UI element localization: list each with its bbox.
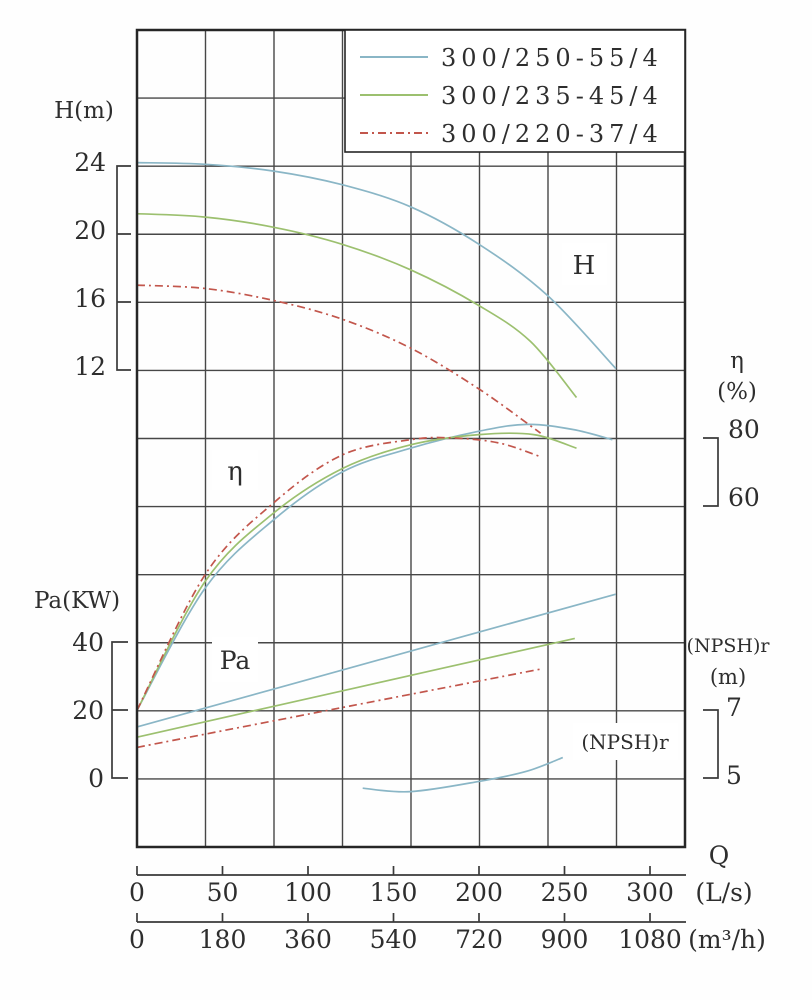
H-tick-label: 16: [74, 284, 106, 313]
curve-label-npsh: (NPSH)r: [573, 723, 678, 760]
h-axis: H(m) 24 20 16 12: [54, 98, 131, 381]
pa-label-box: [212, 637, 258, 682]
curve-Pa-300/220-37/4: [136, 668, 541, 749]
pa-axis-title: Pa(KW): [34, 588, 120, 614]
curve-Pa-300/235-45/4: [136, 637, 575, 739]
pa-axis: Pa(KW) 40 20 0: [34, 588, 128, 793]
q-tick-label: 150: [370, 878, 418, 907]
eta-tick-label: 80: [728, 415, 760, 444]
q-tick-label: 180: [199, 925, 247, 954]
curve-H-300/235-45/4: [136, 212, 578, 399]
q-tick-label: 0: [129, 925, 145, 954]
q-tick-label: 50: [207, 878, 239, 907]
q-scale-ls-units: (L/s): [695, 878, 752, 907]
eta-axis-tick-labels: 80 60: [728, 415, 760, 512]
npsh-axis-title: (NPSH)r: [687, 635, 771, 657]
H-tick-label: 24: [74, 148, 106, 177]
NPSHr-tick-label: 7: [726, 693, 742, 722]
H-tick-label: 20: [74, 216, 106, 245]
q-scale-m3h-ticks: 0 180 360 540 720 900 1080: [129, 913, 682, 954]
npsh-axis-tick-labels: 75: [726, 693, 742, 790]
h-label-box: [562, 243, 607, 285]
q-axis-title: Q: [709, 841, 730, 870]
q-axis: Q 0 50 100 150 200 250 300 (L/s) 0 180 360 540 720…: [129, 841, 766, 954]
legend-label: 300/235-45/4: [441, 82, 663, 110]
curve-label-pa: Pa: [212, 637, 258, 682]
q-tick-label: 540: [370, 925, 418, 954]
H-tick-label: 12: [74, 352, 106, 381]
npsh-label-box: [573, 723, 678, 760]
q-tick-label: 250: [541, 878, 589, 907]
legend-label: 300/220-37/4: [441, 120, 663, 148]
q-tick-label: 360: [284, 925, 332, 954]
q-tick-label: 200: [455, 878, 503, 907]
eta-axis-bracket: [703, 437, 719, 507]
curve-Pa-300/250-55/4: [136, 593, 617, 728]
eta-label-box: [212, 450, 258, 490]
curve-eta-300/220-37/4: [136, 436, 541, 711]
npsh-label-text: (NPSH)r: [581, 730, 669, 754]
legend-box: [344, 29, 686, 153]
q-tick-label: 720: [455, 925, 503, 954]
h-axis-bracket: [116, 165, 131, 371]
Pa-tick-label: 40: [72, 628, 104, 657]
q-tick-label: 300: [626, 878, 674, 907]
curve-eta-300/235-45/4: [136, 432, 577, 711]
Pa-tick-label: 20: [72, 696, 104, 725]
legend-label: 300/250-55/4: [441, 44, 663, 72]
h-axis-title: H(m): [54, 98, 114, 124]
q-scale-m3h-units: (m³/h): [688, 925, 766, 954]
eta-axis: η (%) 80 60: [703, 348, 760, 512]
q-tick-label: 100: [284, 878, 332, 907]
legend: 300/250-55/4 300/235-45/4 300/220-37/4: [344, 29, 686, 153]
q-tick-label: 1080: [618, 925, 682, 954]
curve-H-300/220-37/4: [136, 284, 542, 434]
performance-curves: [136, 161, 617, 793]
NPSHr-tick-label: 5: [726, 761, 742, 790]
Pa-tick-label: 0: [88, 764, 104, 793]
eta-axis-title: η: [730, 348, 744, 374]
pa-label-text: Pa: [220, 646, 251, 675]
h-axis-tick-labels: 24 20 16 12: [74, 148, 106, 381]
eta-tick-label: 60: [728, 483, 760, 512]
legend-entries: 300/250-55/4 300/235-45/4 300/220-37/4: [360, 44, 663, 148]
eta-label-text: η: [227, 457, 243, 487]
q-tick-label: 0: [129, 878, 145, 907]
curve-eta-300/250-55/4: [136, 423, 613, 711]
h-label-text: H: [573, 251, 596, 281]
pa-axis-bracket: [111, 641, 128, 779]
curve-H-300/250-55/4: [136, 161, 617, 370]
pa-axis-tick-labels: 40 20 0: [72, 628, 104, 793]
eta-axis-units: (%): [717, 379, 757, 405]
npsh-axis: (NPSH)r (m) 75: [687, 635, 771, 790]
q-tick-label: 900: [541, 925, 589, 954]
q-scale-ls-ticks: 0 50 100 150 200 250 300: [129, 866, 674, 907]
npsh-axis-units: (m): [710, 665, 746, 689]
npsh-axis-bracket: [703, 709, 719, 779]
curve-NPSHr-300/250-55/4: [362, 756, 564, 793]
curve-label-h: H: [562, 243, 607, 285]
curve-label-eta: η: [212, 450, 258, 490]
